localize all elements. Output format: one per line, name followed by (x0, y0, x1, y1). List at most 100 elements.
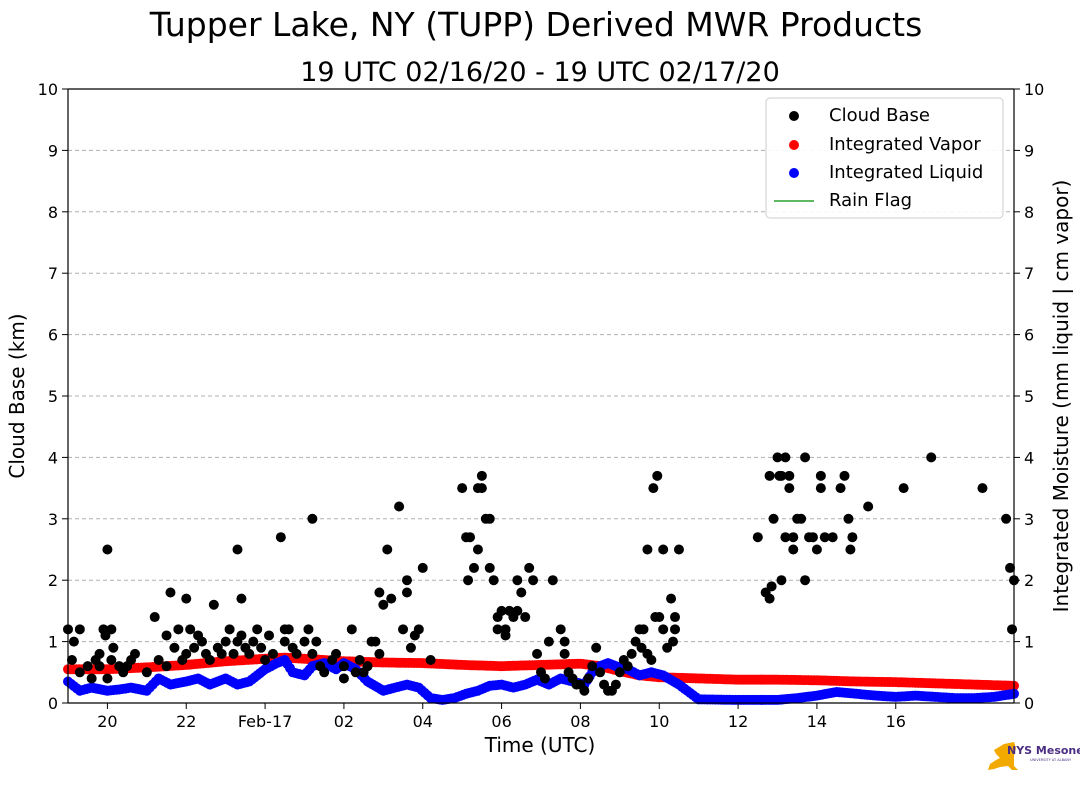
data-point (776, 575, 787, 586)
data-point (898, 483, 909, 494)
x-tick-label: 14 (807, 712, 827, 731)
nys-state-shape (988, 742, 1018, 770)
legend-integrated-liquid-label: Integrated Liquid (829, 162, 983, 183)
y-tick-label-left: 0 (48, 694, 58, 713)
legend-rain-flag-label: Rain Flag (829, 190, 912, 211)
data-point (398, 624, 409, 635)
data-point (835, 483, 846, 494)
grid-lines (68, 149, 1014, 643)
x-tick-label: 08 (570, 712, 590, 731)
data-point (181, 648, 192, 659)
data-point (772, 452, 783, 463)
legend-cloud-base-marker (789, 111, 799, 121)
data-point (524, 562, 535, 573)
data-point (547, 575, 558, 586)
y-axis-left-label: Cloud Base (km) (5, 313, 29, 478)
data-point (66, 655, 77, 666)
data-point (587, 661, 598, 672)
data-point (331, 648, 342, 659)
data-point (86, 673, 97, 684)
x-tick-label: 20 (97, 712, 117, 731)
data-point (658, 544, 669, 555)
data-point (476, 483, 487, 494)
data-point (484, 513, 495, 524)
data-point (555, 624, 566, 635)
data-point (788, 544, 799, 555)
data-point (236, 630, 247, 641)
y-tick-label-right: 7 (1024, 264, 1034, 283)
data-point (169, 642, 180, 653)
data-point (496, 605, 507, 616)
x-axis-label: Time (UTC) (484, 733, 596, 757)
data-point (153, 655, 164, 666)
data-point (417, 562, 428, 573)
data-point (845, 544, 856, 555)
data-point (291, 648, 302, 659)
data-point (279, 636, 290, 647)
data-point (370, 636, 381, 647)
data-point (307, 513, 318, 524)
data-point (267, 648, 278, 659)
data-point (800, 575, 811, 586)
data-point (185, 624, 196, 635)
series-cloud-base (63, 452, 1019, 696)
data-point (819, 532, 830, 543)
data-point (362, 661, 373, 672)
data-point (405, 642, 416, 653)
data-point (583, 673, 594, 684)
y-tick-label-left: 9 (48, 141, 58, 160)
data-point (784, 483, 795, 494)
data-point (236, 593, 247, 604)
data-point (252, 624, 263, 635)
y-tick-label-right: 4 (1024, 448, 1034, 467)
data-point (472, 544, 483, 555)
y-tick-label-left: 4 (48, 448, 58, 467)
data-point (189, 642, 200, 653)
data-point (382, 544, 393, 555)
data-point (543, 636, 554, 647)
data-point (642, 544, 653, 555)
legend-integrated-vapor-label: Integrated Vapor (829, 134, 981, 155)
data-point (654, 612, 665, 623)
x-tick-label: Feb-17 (238, 712, 292, 731)
data-point (796, 513, 807, 524)
x-tick-label: 22 (176, 712, 196, 731)
data-point (766, 581, 777, 592)
data-point (815, 470, 826, 481)
data-point (815, 483, 826, 494)
data-point (626, 648, 637, 659)
data-point (622, 661, 633, 672)
data-point (264, 630, 275, 641)
data-point (492, 624, 503, 635)
data-point (106, 655, 117, 666)
data-point (670, 612, 681, 623)
data-point (539, 673, 550, 684)
data-point (1001, 513, 1012, 524)
data-point (374, 587, 385, 598)
data-point (386, 593, 397, 604)
data-point (500, 624, 511, 635)
data-point (476, 470, 487, 481)
data-point (484, 562, 495, 573)
y-tick-label-left: 3 (48, 510, 58, 529)
data-point (244, 648, 255, 659)
data-point (232, 544, 243, 555)
chart-title: Tupper Lake, NY (TUPP) Derived MWR Produ… (149, 5, 923, 44)
data-point (197, 636, 208, 647)
y-tick-label-right: 10 (1024, 80, 1044, 99)
data-point (149, 612, 160, 623)
data-point (488, 575, 499, 586)
legend-integrated-liquid-marker (789, 168, 799, 178)
logo-name: NYS Mesonet (1007, 744, 1080, 757)
data-point (311, 636, 322, 647)
data-point (208, 599, 219, 610)
data-point (130, 648, 141, 659)
data-point (666, 593, 677, 604)
data-point (788, 532, 799, 543)
data-point (516, 587, 527, 598)
data-point (108, 642, 119, 653)
data-point (161, 661, 172, 672)
y-tick-label-right: 5 (1024, 387, 1034, 406)
x-tick-label: 04 (413, 712, 433, 731)
